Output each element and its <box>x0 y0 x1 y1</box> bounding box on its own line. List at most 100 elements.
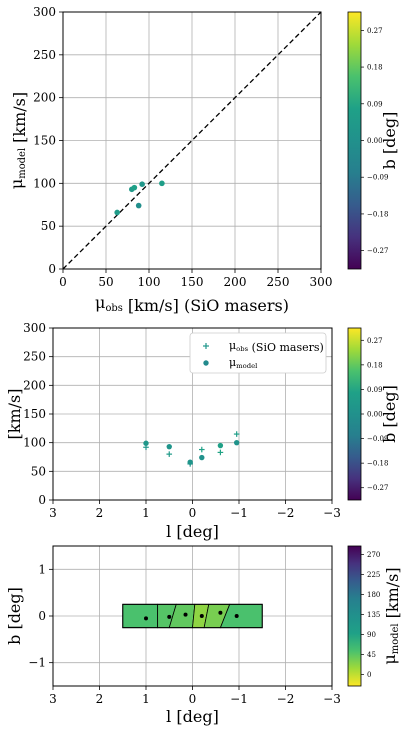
panel-3-colorbar: 270 225 180 135 90 45 0 μmodel [km/s] <box>347 545 402 687</box>
colorbar-tick-label: −0.18 <box>367 210 388 218</box>
model-marker <box>217 442 224 449</box>
colorbar-tick-label: 0.18 <box>367 361 383 369</box>
colorbar-tick-label: 135 <box>367 611 380 619</box>
colorbar-tick-label: −0.18 <box>367 460 388 468</box>
colorbar-gradient <box>347 327 362 501</box>
model-marker <box>166 443 172 450</box>
y-tick-label: 250 <box>33 48 56 62</box>
x-tick-label: 1 <box>142 506 150 520</box>
y-tick-label: 50 <box>31 464 46 478</box>
x-tick-label: 100 <box>138 275 161 289</box>
colorbar-label: b [deg] <box>380 112 399 170</box>
y-axis-label: μmodel [km/s] <box>7 92 29 189</box>
maser-position <box>144 616 148 621</box>
y-tick-label: 100 <box>23 436 46 450</box>
colorbar-tick-label: −0.09 <box>367 435 388 443</box>
data-point <box>131 184 138 191</box>
colorbar-tick-label: 0.09 <box>367 100 383 108</box>
x-tick-label: −2 <box>277 692 295 706</box>
y-tick-label: −1 <box>28 656 46 670</box>
colorbar-label: μmodel [km/s] <box>380 567 402 664</box>
y-axis-label: [km/s] <box>5 389 24 440</box>
panel-1-axes: 0 50 100 150 200 250 300 0 50 100 150 200 250 300 μobs… <box>7 5 332 315</box>
panel-2-axes: 3 2 1 0 −1 −2 −3 0 50 100 150 200 250 300 μobs (SiO ma… <box>5 321 341 541</box>
panel-1-colorbar: 0.27 0.18 0.09 0.00 −0.09 −0.18 −0.27 b [deg] <box>347 11 399 270</box>
colorbar-tick-label: 0.27 <box>367 337 383 345</box>
data-point <box>135 202 142 209</box>
colorbar-tick-label: −0.09 <box>367 174 388 182</box>
x-axis-label: l [deg] <box>166 707 219 726</box>
colorbar-tick-label: 45 <box>367 651 376 659</box>
x-tick-label: 3 <box>49 692 57 706</box>
x-tick-label: 300 <box>310 275 333 289</box>
colorbar-tick-label: 90 <box>367 631 376 639</box>
identity-line <box>62 11 322 270</box>
x-tick-label: 2 <box>96 506 104 520</box>
y-tick-label: 50 <box>41 219 56 233</box>
region-cell <box>122 603 159 629</box>
colorbar-tick-label: 0.09 <box>367 386 383 394</box>
colorbar-tick-label: −0.27 <box>367 247 388 255</box>
colorbar-gradient <box>347 545 362 687</box>
colorbar-tick-label: 0.27 <box>367 27 383 35</box>
x-tick-label: 0 <box>59 275 67 289</box>
x-tick-label: 250 <box>267 275 290 289</box>
colorbar-tick-label: 0.18 <box>367 64 383 72</box>
x-tick-label: 0 <box>189 506 197 520</box>
axes-frame <box>52 327 333 501</box>
maser-position <box>199 614 204 618</box>
colorbar-tick-label: 0 <box>367 671 371 679</box>
legend-model-label: μmodel <box>229 356 257 370</box>
model-marker <box>143 440 149 446</box>
y-tick-label: 300 <box>23 321 46 335</box>
x-tick-label: −1 <box>230 692 248 706</box>
region-outline <box>122 603 263 629</box>
colorbar-tick-label: 270 <box>367 551 380 559</box>
axes-frame <box>52 545 333 687</box>
legend: μobs (SiO masers) μmodel <box>189 332 327 374</box>
x-axis-label: l [deg] <box>166 522 219 541</box>
y-tick-label: 150 <box>33 134 56 148</box>
x-axis-label: μobs [km/s] (SiO masers) <box>95 293 289 315</box>
x-tick-label: −3 <box>323 506 341 520</box>
x-tick-label: 0 <box>189 692 197 706</box>
colorbar-tick-label: 180 <box>367 591 380 599</box>
y-tick-label: 1 <box>38 562 46 576</box>
colorbar-tick-label: −0.27 <box>367 484 388 492</box>
x-tick-label: −3 <box>323 692 341 706</box>
y-tick-label: 0 <box>48 262 56 276</box>
legend-box <box>189 332 327 374</box>
y-tick-label: 250 <box>23 350 46 364</box>
y-tick-label: 100 <box>33 176 56 190</box>
colorbar-gradient <box>347 11 362 270</box>
axes-frame <box>62 11 322 270</box>
x-tick-label: 150 <box>181 275 204 289</box>
y-tick-label: 150 <box>23 407 46 421</box>
colorbar-tick-label: 0.00 <box>367 411 383 419</box>
y-tick-label: 300 <box>33 5 56 19</box>
legend-model-marker <box>203 360 209 366</box>
x-tick-label: 50 <box>98 275 113 289</box>
maser-position <box>167 614 172 619</box>
maser-position <box>218 610 223 615</box>
y-tick-label: 200 <box>23 378 46 392</box>
model-marker <box>187 459 193 465</box>
legend-obs-label: μobs (SiO masers) <box>229 339 324 354</box>
x-tick-label: −1 <box>230 506 248 520</box>
y-tick-label: 200 <box>33 91 56 105</box>
x-tick-label: 1 <box>142 692 150 706</box>
colorbar-label: b [deg] <box>380 385 399 443</box>
y-axis-label: b [deg] <box>5 587 24 645</box>
y-tick-label: 0 <box>38 609 46 623</box>
x-tick-label: −2 <box>277 506 295 520</box>
panel-3-axes: 3 2 1 0 −1 −2 −3 1 0 −1 l [deg] b [deg] <box>5 545 341 726</box>
panel-2-colorbar: 0.27 0.18 0.09 0.00 −0.09 −0.18 −0.27 b [deg] <box>347 327 399 501</box>
x-tick-label: 2 <box>96 692 104 706</box>
x-tick-label: 200 <box>224 275 247 289</box>
x-tick-label: 3 <box>49 506 57 520</box>
model-marker <box>233 439 240 446</box>
maser-position <box>234 614 239 618</box>
data-point <box>114 209 120 216</box>
data-point <box>139 181 145 187</box>
